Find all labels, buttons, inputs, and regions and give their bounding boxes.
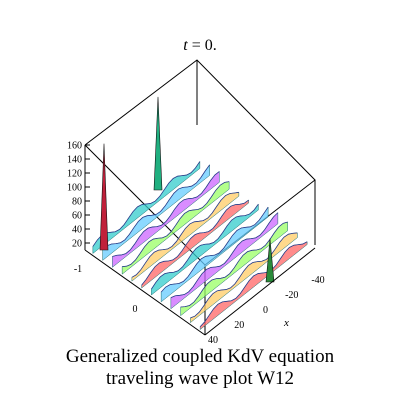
ridge-crest: [170, 212, 279, 299]
z-tick-label: 60: [72, 211, 82, 222]
ridge-crest: [160, 206, 269, 293]
figure-caption: Generalized coupled KdV equation traveli…: [0, 346, 400, 390]
ridge-crest: [151, 203, 259, 290]
caption-line-1: Generalized coupled KdV equation: [65, 346, 335, 367]
wave-peak: [265, 238, 275, 283]
z-tick-label: 40: [72, 225, 82, 236]
z-tick-label: 120: [67, 169, 82, 180]
ridge-crest: [199, 241, 308, 328]
bottom-axes: -1 0 -40 -20 0 20 40: [74, 247, 325, 346]
x-tick-label: -20: [285, 290, 298, 301]
ridge-crest: [141, 199, 249, 286]
ridge-crest: [112, 171, 220, 257]
x-tick-label: -40: [311, 275, 324, 286]
z-tick-label: 80: [72, 197, 82, 208]
x-tick-label: 0: [263, 305, 268, 316]
ridge-crest: [102, 164, 210, 251]
z-tick-label: 140: [67, 155, 82, 166]
y-tick-label: -1: [74, 264, 82, 275]
z-axis: 20 40 60 80 100 120 140 160: [67, 141, 90, 250]
ridge-crest: [92, 161, 201, 247]
wave-peak: [99, 143, 109, 251]
caption-line-2: traveling wave plot W12: [105, 368, 294, 389]
ridge-crest: [122, 181, 230, 268]
wave-peak: [153, 96, 163, 191]
x-tick-label: 20: [234, 320, 244, 331]
wave-surface: [92, 96, 308, 331]
x-axis-label: x: [283, 317, 289, 329]
ridge-crest: [131, 191, 239, 278]
y-tick-label: 0: [133, 304, 138, 315]
z-tick-label: 100: [67, 183, 82, 194]
z-tick-label: 160: [67, 141, 82, 152]
ridge-crest: [190, 232, 298, 319]
z-tick-label: 20: [72, 239, 82, 250]
chart-title: t = 0.: [183, 37, 216, 54]
x-tick-label: 40: [208, 335, 218, 346]
